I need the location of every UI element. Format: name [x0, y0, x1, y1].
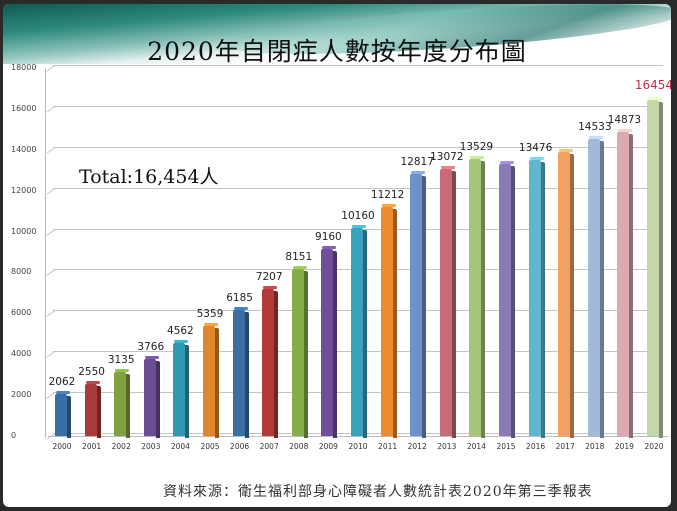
- x-tick-label: 2001: [82, 442, 102, 451]
- bar-2011: [380, 206, 393, 436]
- source-note: 資料來源：衛生福利部身心障礙者人數統計表2020年第三季報表: [163, 484, 593, 500]
- x-tick-label: 2009: [318, 442, 338, 451]
- value-label: 14873: [607, 113, 642, 126]
- value-label: 9160: [315, 230, 342, 243]
- value-label: 2062: [48, 375, 76, 388]
- value-label: 11212: [370, 188, 405, 201]
- y-tick-label: 4000: [11, 349, 32, 359]
- bar-2007: [262, 288, 275, 436]
- bar-2005: [203, 326, 215, 436]
- value-label: 4562: [167, 324, 194, 337]
- y-axis: [45, 68, 46, 438]
- y-tick-label: 18000: [11, 63, 37, 72]
- x-tick-label: 2002: [111, 442, 131, 451]
- value-label: 12817: [400, 155, 434, 168]
- bar-chart: 18000 16000 14000 12000 10000 8000 6000 4000 200…: [3, 4, 671, 507]
- x-tick-label: 2014: [466, 442, 486, 451]
- bar-2018: [587, 138, 600, 436]
- bar-2014: [469, 159, 482, 436]
- gridline: [53, 187, 663, 189]
- gridline: [53, 105, 663, 107]
- value-label: 3766: [137, 341, 165, 353]
- bar-2006: [232, 309, 245, 436]
- gridline: [53, 65, 663, 66]
- total-annotation: Total:16,454人: [79, 166, 219, 188]
- y-tick-label: 2000: [11, 390, 32, 400]
- bar-2013: [439, 168, 452, 436]
- value-label: 5359: [196, 308, 224, 321]
- bar-2009: [321, 248, 334, 436]
- y-tick-label: 0: [11, 431, 17, 440]
- chart-title: 2020年自閉症人數按年度分布圖: [147, 37, 527, 66]
- x-tick-label: 2006: [230, 442, 250, 451]
- y-tick-label: 16000: [11, 103, 37, 113]
- value-label: 16454: [634, 77, 671, 92]
- x-tick-label: 2010: [348, 442, 368, 451]
- bar-2016: [528, 160, 541, 436]
- x-tick-label: 2020: [644, 442, 664, 451]
- bar-2008: [291, 269, 304, 436]
- gridline: [53, 146, 663, 148]
- value-label: 3135: [107, 353, 135, 366]
- x-tick-label: 2017: [555, 442, 575, 451]
- y-tick-label: 8000: [11, 267, 32, 277]
- x-axis: [48, 436, 668, 437]
- y-tick-label: 12000: [11, 185, 37, 195]
- x-tick-label: 2015: [496, 442, 516, 451]
- x-tick-label: 2011: [378, 442, 398, 451]
- bar-2010: [351, 228, 363, 436]
- value-label: 6185: [226, 291, 253, 304]
- y-tick-label: 14000: [11, 144, 37, 154]
- bar-2002: [114, 371, 127, 436]
- value-label: 8151: [285, 251, 313, 264]
- bar-2004: [173, 342, 186, 436]
- x-tick-label: 2012: [407, 442, 427, 451]
- x-tick-label: 2018: [585, 442, 605, 451]
- value-label: 13072: [430, 150, 464, 163]
- bar-2015: [499, 164, 511, 436]
- value-label: 2550: [78, 365, 105, 378]
- bar-2003: [143, 359, 156, 436]
- y-tick-label: 10000: [11, 226, 37, 236]
- bar-2019: [617, 131, 630, 436]
- x-tick-label: 2003: [141, 442, 161, 451]
- header-banner: [3, 4, 671, 64]
- bar-2017: [558, 151, 571, 436]
- x-tick-label: 2008: [289, 442, 309, 451]
- value-label: 13529: [459, 141, 494, 154]
- y-tick-label: 6000: [11, 308, 32, 318]
- bar-2020: [647, 99, 659, 436]
- value-label: 10160: [341, 210, 375, 223]
- slide: 2020年自閉症人數按年度分布圖 18000 16000 14000 12000 100…: [3, 4, 671, 507]
- bar-2012: [410, 173, 423, 436]
- x-tick-label: 2005: [200, 442, 220, 451]
- bar-2000: [55, 393, 67, 436]
- x-tick-label: 2019: [614, 442, 634, 451]
- value-label: 14533: [578, 120, 612, 133]
- value-label: 13476: [518, 142, 553, 155]
- x-tick-label: 2000: [52, 442, 72, 451]
- x-tick-label: 2016: [526, 442, 546, 451]
- bar-2001: [84, 383, 97, 436]
- x-tick-label: 2007: [259, 442, 279, 451]
- x-tick-label: 2013: [437, 442, 457, 451]
- x-tick-label: 2004: [170, 442, 190, 451]
- value-label: 7207: [255, 270, 283, 283]
